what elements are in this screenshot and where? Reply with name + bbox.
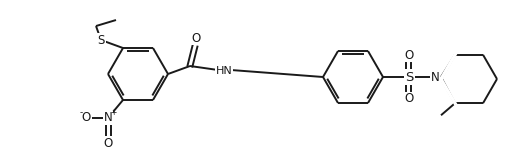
Text: O: O (191, 32, 201, 45)
Text: +: + (110, 108, 116, 118)
Text: O: O (82, 111, 91, 124)
Text: -: - (80, 108, 83, 118)
Text: O: O (404, 49, 413, 61)
Text: N: N (430, 71, 439, 83)
Text: N: N (104, 111, 112, 124)
Text: HN: HN (216, 66, 232, 76)
Text: O: O (103, 138, 112, 150)
Text: S: S (98, 34, 105, 47)
Text: S: S (405, 71, 413, 83)
Text: O: O (404, 93, 413, 105)
